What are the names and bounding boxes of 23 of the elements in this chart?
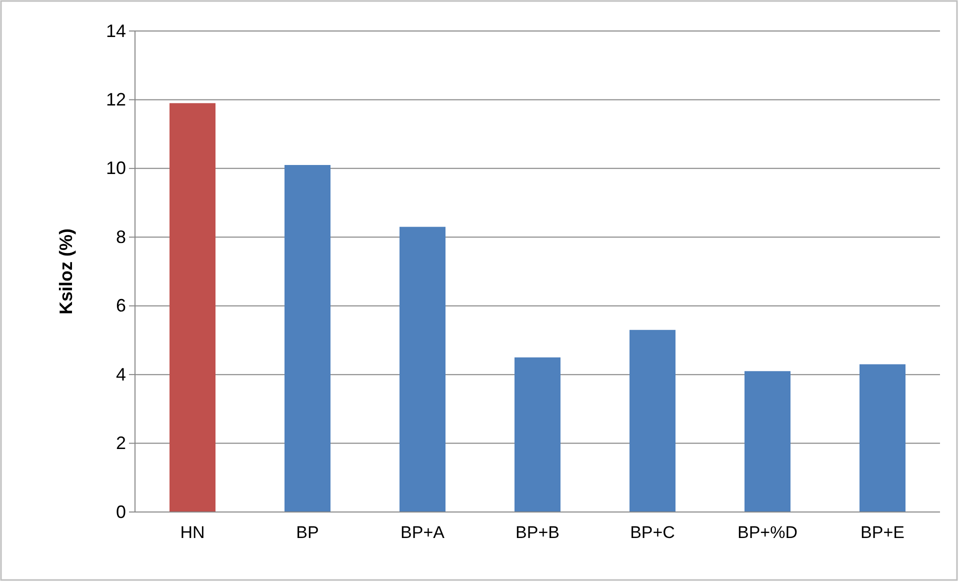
y-tick-label: 12 [106, 89, 126, 110]
y-tick-label: 2 [116, 433, 126, 454]
x-tick-label: BP [296, 523, 319, 542]
x-tick-label: BP+C [630, 523, 675, 542]
x-tick-label: BP+A [400, 523, 446, 542]
bar [170, 103, 216, 512]
y-tick-label: 10 [106, 158, 126, 178]
y-tick-label: 14 [106, 20, 126, 41]
bar [284, 164, 330, 512]
bar [400, 226, 446, 512]
bar [860, 364, 906, 512]
x-tick-label: BP+%D [738, 523, 798, 542]
bar [514, 357, 560, 512]
x-tick-label: BP+E [860, 523, 904, 542]
y-tick-label: 4 [116, 364, 126, 384]
x-tick-label: BP+B [516, 523, 560, 542]
y-tick-label: 6 [116, 296, 126, 316]
y-tick-label: 0 [116, 502, 126, 522]
x-tick-label: HN [180, 523, 205, 542]
bar [744, 371, 790, 512]
y-axis-title: Ksiloz (%) [56, 228, 76, 315]
bar [630, 330, 676, 512]
y-tick-label: 8 [116, 226, 126, 247]
